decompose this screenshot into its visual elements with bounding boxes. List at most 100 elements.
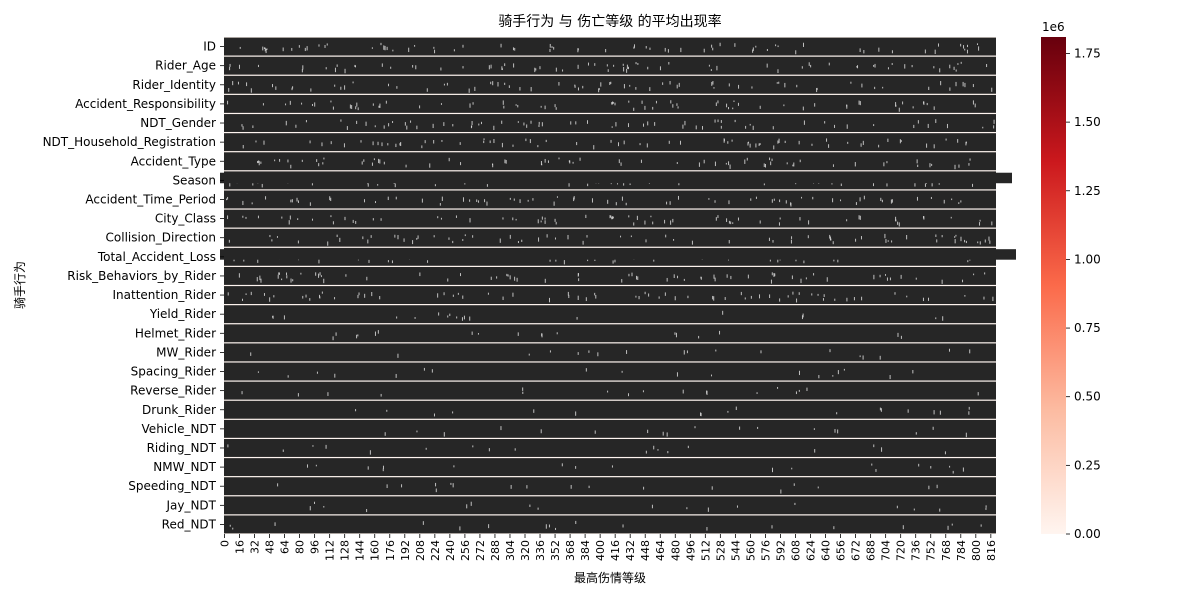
annotation-mark [794, 502, 796, 505]
annotation-mark [327, 241, 329, 246]
annotation-mark [894, 292, 896, 295]
annotation-mark [320, 275, 322, 278]
annotation-mark [533, 409, 535, 413]
annotation-mark [887, 240, 889, 242]
annotation-mark [368, 259, 370, 263]
annotation-mark [318, 44, 320, 47]
annotation-mark [644, 105, 646, 110]
annotation-mark [686, 350, 688, 354]
annotation-mark [965, 240, 967, 244]
annotation-mark [227, 100, 229, 105]
annotation-mark [277, 483, 279, 487]
annotation-mark [555, 527, 557, 530]
annotation-mark [756, 392, 758, 394]
annotation-speckles [229, 520, 982, 531]
annotation-mark [433, 46, 435, 49]
annotation-mark [416, 237, 418, 240]
annotation-mark [932, 426, 934, 430]
annotation-mark [930, 196, 932, 199]
annotation-mark [567, 291, 569, 296]
annotation-mark [325, 444, 327, 449]
annotation-speckles [306, 463, 964, 474]
x-tick-label: 336 [534, 540, 547, 561]
annotation-mark [390, 66, 392, 69]
annotation-mark [989, 240, 991, 244]
annotation-mark [594, 430, 596, 434]
annotation-mark [674, 332, 676, 335]
annotation-mark [450, 482, 452, 485]
annotation-mark [367, 239, 369, 244]
annotation-mark [228, 239, 230, 243]
annotation-speckles [226, 195, 962, 207]
heatmap-row [224, 37, 996, 56]
annotation-mark [256, 277, 258, 282]
x-tick-label: 720 [895, 540, 908, 561]
annotation-mark [318, 259, 320, 264]
annotation-mark [468, 88, 470, 93]
annotation-mark [764, 163, 766, 168]
annotation-mark [541, 216, 543, 220]
y-tick-label: Spacing_Rider [131, 365, 216, 379]
annotation-mark [258, 160, 260, 166]
annotation-mark [772, 240, 774, 243]
annotation-mark [373, 158, 375, 161]
annotation-mark [895, 102, 897, 107]
annotation-mark [949, 64, 951, 69]
annotation-mark [257, 161, 259, 164]
heatmap-row [224, 458, 996, 477]
annotation-mark [387, 260, 389, 263]
x-tick-label: 544 [729, 540, 742, 561]
annotation-mark [548, 524, 550, 528]
annotation-mark [309, 298, 311, 301]
annotation-mark [926, 102, 928, 106]
annotation-mark [824, 121, 826, 124]
annotation-mark [480, 121, 482, 125]
annotation-mark [434, 49, 436, 54]
annotation-mark [695, 125, 697, 130]
annotation-mark [874, 63, 876, 68]
annotation-mark [958, 164, 960, 168]
annotation-mark [670, 100, 672, 104]
annotation-mark [902, 525, 904, 530]
annotation-mark [726, 103, 728, 108]
annotation-mark [263, 140, 265, 145]
annotation-mark [972, 100, 974, 105]
annotation-mark [853, 297, 855, 301]
annotation-mark [374, 125, 376, 128]
annotation-mark [732, 222, 734, 224]
annotation-mark [462, 295, 464, 299]
annotation-mark [832, 164, 834, 167]
annotation-mark [287, 159, 289, 163]
annotation-mark [784, 140, 786, 144]
annotation-mark [904, 64, 906, 69]
x-tick-label: 608 [789, 540, 802, 561]
x-tick-label: 768 [940, 540, 953, 561]
annotation-mark [649, 47, 651, 50]
annotation-mark [587, 62, 589, 66]
annotation-mark [575, 466, 577, 469]
annotation-mark [633, 46, 635, 49]
annotation-mark [529, 139, 531, 144]
annotation-mark [567, 234, 569, 240]
annotation-mark [759, 220, 761, 224]
annotation-mark [984, 272, 986, 275]
annotation-mark [372, 218, 374, 221]
annotation-mark [574, 85, 576, 88]
annotation-mark [370, 235, 372, 238]
annotation-mark [647, 66, 649, 70]
annotation-mark [728, 220, 730, 224]
annotation-mark [275, 86, 277, 90]
annotation-mark [546, 234, 548, 238]
annotation-mark [941, 235, 943, 238]
x-tick-label: 592 [774, 540, 787, 561]
annotation-mark [686, 507, 688, 510]
annotation-mark [882, 86, 884, 89]
annotation-mark [500, 426, 502, 431]
annotation-mark [773, 198, 775, 201]
annotation-mark [540, 160, 542, 166]
annotation-mark [727, 141, 729, 144]
annotation-mark [241, 391, 243, 395]
heatmap-row [224, 56, 996, 75]
annotation-mark [577, 273, 579, 277]
annotation-mark [423, 367, 425, 371]
